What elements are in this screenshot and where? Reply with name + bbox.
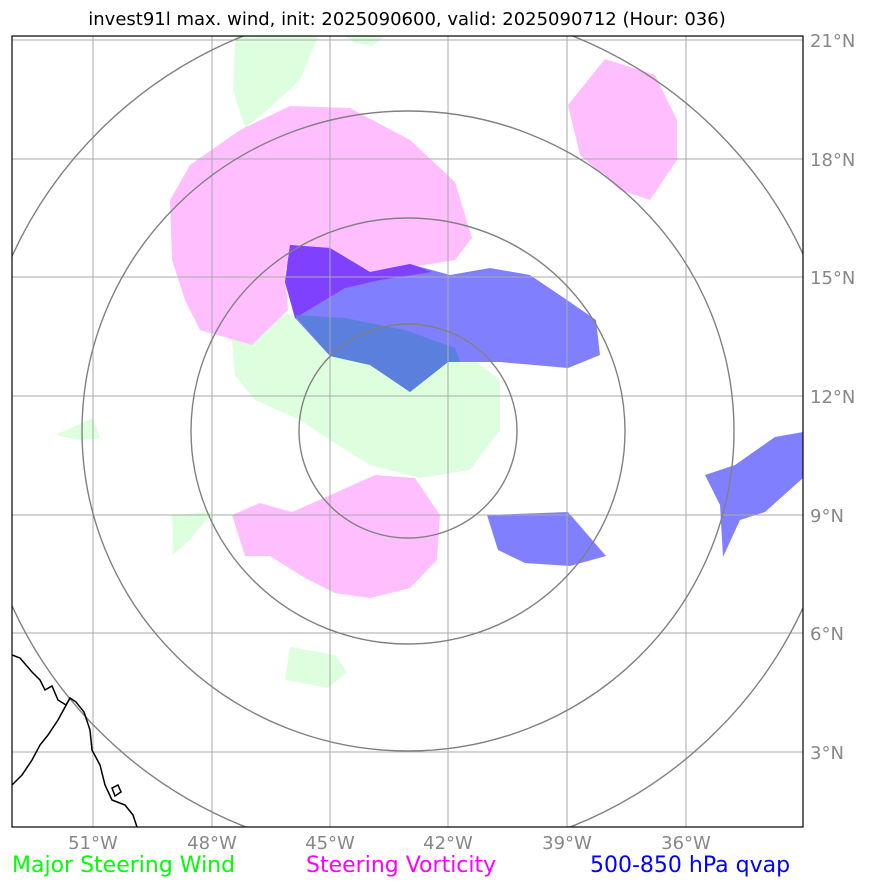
steering-vorticity-area xyxy=(568,59,677,200)
lon-label: 36°W xyxy=(661,833,711,854)
steering-wind-area xyxy=(345,36,385,46)
lat-label: 3°N xyxy=(810,743,844,764)
lat-label: 9°N xyxy=(810,506,844,527)
steering-wind-area xyxy=(233,36,318,128)
lat-label: 12°N xyxy=(810,387,855,408)
lat-axis: 21°N 18°N 15°N 12°N 9°N 6°N 3°N xyxy=(810,31,855,764)
steering-vorticity-area xyxy=(170,106,472,345)
graticule xyxy=(12,36,803,827)
steering-wind-area xyxy=(285,647,347,688)
legend-steering-vorticity: Steering Vorticity xyxy=(306,853,497,878)
range-ring xyxy=(298,323,518,539)
steering-vorticity-areas xyxy=(170,59,677,598)
range-ring xyxy=(190,217,626,645)
lat-label: 21°N xyxy=(810,31,855,52)
qvap-area xyxy=(487,512,606,566)
qvap-areas xyxy=(285,245,803,566)
lon-label: 51°W xyxy=(68,833,118,854)
map-title: invest91l max. wind, init: 2025090600, v… xyxy=(88,9,726,30)
lat-label: 18°N xyxy=(810,150,855,171)
steering-wind-area xyxy=(55,418,100,440)
lon-label: 42°W xyxy=(423,833,473,854)
map-frame xyxy=(11,35,804,828)
lon-label: 48°W xyxy=(187,833,237,854)
qvap-area xyxy=(285,245,432,318)
legend-major-steering-wind: Major Steering Wind xyxy=(12,853,236,878)
range-ring xyxy=(81,110,735,752)
lat-label: 15°N xyxy=(810,268,855,289)
qvap-overlap-area xyxy=(295,315,460,392)
qvap-area xyxy=(705,432,803,557)
coastline xyxy=(12,654,138,827)
steering-vorticity-area xyxy=(232,475,440,598)
steering-wind-area xyxy=(172,512,212,555)
lon-axis: 51°W 48°W 45°W 42°W 39°W 36°W xyxy=(68,833,711,854)
range-rings xyxy=(12,36,803,827)
legend-qvap: 500-850 hPa qvap xyxy=(590,853,791,878)
lon-label: 39°W xyxy=(542,833,592,854)
lon-label: 45°W xyxy=(305,833,355,854)
lat-label: 6°N xyxy=(810,624,844,645)
